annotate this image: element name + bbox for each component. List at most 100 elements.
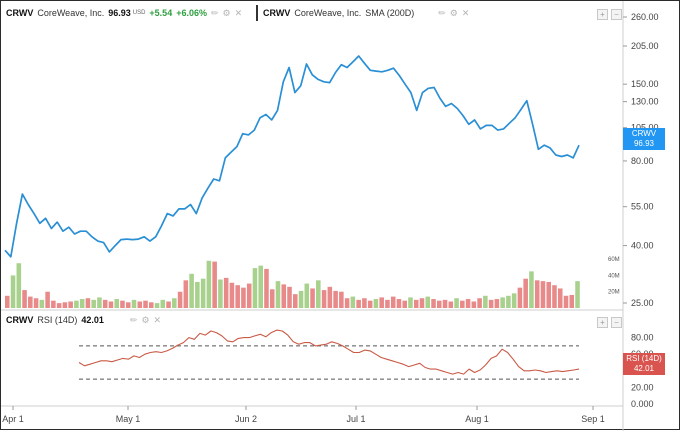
price-line [4, 55, 580, 258]
volume-bar [79, 299, 85, 308]
gridlines [1, 1, 624, 431]
volume-bar [212, 261, 217, 308]
volume-bar [460, 300, 465, 308]
rsi-minus-icon[interactable]: − [611, 317, 622, 328]
volume-bar [356, 299, 361, 308]
volume-bar [540, 281, 546, 308]
legend-price: 96.93 [108, 8, 131, 18]
volume-bar [362, 298, 367, 308]
rsi-plus-icon[interactable]: + [597, 317, 608, 328]
volume-bar [557, 288, 563, 308]
volume-bar [125, 302, 131, 308]
volume-bar [477, 298, 482, 308]
volume-bar [350, 296, 356, 308]
volume-tick-label-1: 40M [608, 273, 620, 279]
volume-bar [137, 301, 143, 308]
rsi-badge: RSI (14D) 42.01 [623, 353, 665, 375]
volume-bar [321, 290, 327, 308]
chart-type-icon[interactable]: ✏ [210, 8, 219, 18]
price-badge: CRWV 96.93 [623, 128, 665, 150]
volume-bar [511, 293, 517, 308]
volume-bar [39, 299, 45, 308]
volume-bar [97, 297, 102, 308]
volume-bar [183, 280, 189, 308]
rsi-tick-label-0: 80.00 [631, 333, 654, 343]
price-tick-label-6: 55.00 [631, 202, 654, 212]
volume-bar [569, 294, 575, 308]
volume-tick-label-0: 60M [608, 257, 620, 263]
volume-bar [402, 300, 407, 308]
volume-bar [333, 290, 338, 308]
volume-bar [563, 295, 569, 308]
rsi-chart-type-icon[interactable]: ✏ [129, 315, 138, 325]
close-icon[interactable]: ✕ [234, 8, 243, 18]
minus-icon[interactable]: − [611, 9, 622, 20]
x-tick-label-3: Jul 1 [346, 414, 365, 424]
volume-bar [293, 294, 298, 308]
volume-bar [206, 260, 212, 308]
volume-bar [269, 289, 275, 308]
volume-bar [454, 298, 459, 308]
legend-divider [256, 5, 258, 21]
legend-change: +5.54 [149, 8, 173, 18]
volume-bar [529, 271, 534, 308]
legend-company-name: CoreWeave, Inc. [37, 8, 105, 18]
x-tick-label-4: Aug 1 [465, 414, 489, 424]
volume-bar [500, 297, 505, 308]
rsi-legend-value: 42.01 [81, 315, 104, 325]
volume-bar [195, 281, 200, 308]
rsi-tick-label-3: 20.00 [631, 382, 654, 392]
volume-bar [344, 298, 350, 308]
volume-bar [506, 295, 511, 308]
volume-bar [339, 291, 344, 308]
volume-bars [5, 260, 580, 308]
plus-icon[interactable]: + [597, 9, 608, 20]
volume-bar [408, 297, 413, 308]
volume-bar [16, 263, 22, 308]
volume-bar [149, 302, 154, 308]
price-legend: CRWV CoreWeave, Inc. 96.93 USD +5.54 +6.… [6, 5, 243, 21]
volume-bar [28, 296, 33, 308]
volume-bar [235, 285, 240, 308]
axes: 260.00 205.00 150.00 130.00 105.00 80.00 55.00… [2, 12, 658, 424]
volume-bar [298, 290, 304, 308]
rsi-settings-icon[interactable]: ⚙ [141, 315, 150, 325]
volume-bar [22, 290, 27, 308]
sma-chart-type-icon[interactable]: ✏ [438, 8, 446, 18]
volume-bar [252, 268, 258, 308]
x-tick-label-1: May 1 [116, 414, 141, 424]
volume-bar [425, 296, 431, 308]
rsi-legend: CRWV RSI (14D) 42.01 ✏ ⚙ ✕ [6, 312, 162, 328]
price-tick-label-8: 25.00 [631, 298, 654, 308]
volume-bar [483, 295, 488, 308]
x-tick-label-5: Sep 1 [581, 414, 605, 424]
volume-tick-label-2: 20M [608, 290, 620, 296]
rsi-badge-label: RSI (14D) [626, 354, 662, 363]
volume-bar [200, 278, 206, 308]
volume-bar [534, 280, 540, 308]
volume-bar [241, 287, 246, 308]
volume-bar [143, 300, 148, 308]
volume-bar [108, 301, 114, 308]
sma-settings-icon[interactable]: ⚙ [449, 8, 458, 18]
sma-close-icon[interactable]: ✕ [461, 8, 470, 18]
volume-bar [390, 296, 396, 308]
x-tick-label-0: Apr 1 [2, 414, 24, 424]
price-tick-label-1: 205.00 [631, 41, 659, 51]
volume-bar [223, 277, 229, 308]
volume-bar [379, 297, 384, 308]
volume-bar [74, 300, 79, 308]
volume-bar [160, 299, 166, 308]
volume-bar [33, 298, 39, 308]
volume-bar [189, 273, 194, 308]
sma-legend: CRWV CoreWeave, Inc. SMA (200D) ✏ ⚙ ✕ [263, 5, 470, 21]
rsi-tick-label-4: 0.000 [631, 399, 654, 409]
rsi-legend-label: RSI (14D) [37, 315, 78, 325]
rsi-close-icon[interactable]: ✕ [153, 315, 162, 325]
volume-bar [68, 301, 73, 308]
price-badge-symbol: CRWV [631, 129, 657, 138]
volume-bar [373, 299, 379, 308]
settings-icon[interactable]: ⚙ [222, 8, 231, 18]
volume-bar [5, 295, 10, 308]
